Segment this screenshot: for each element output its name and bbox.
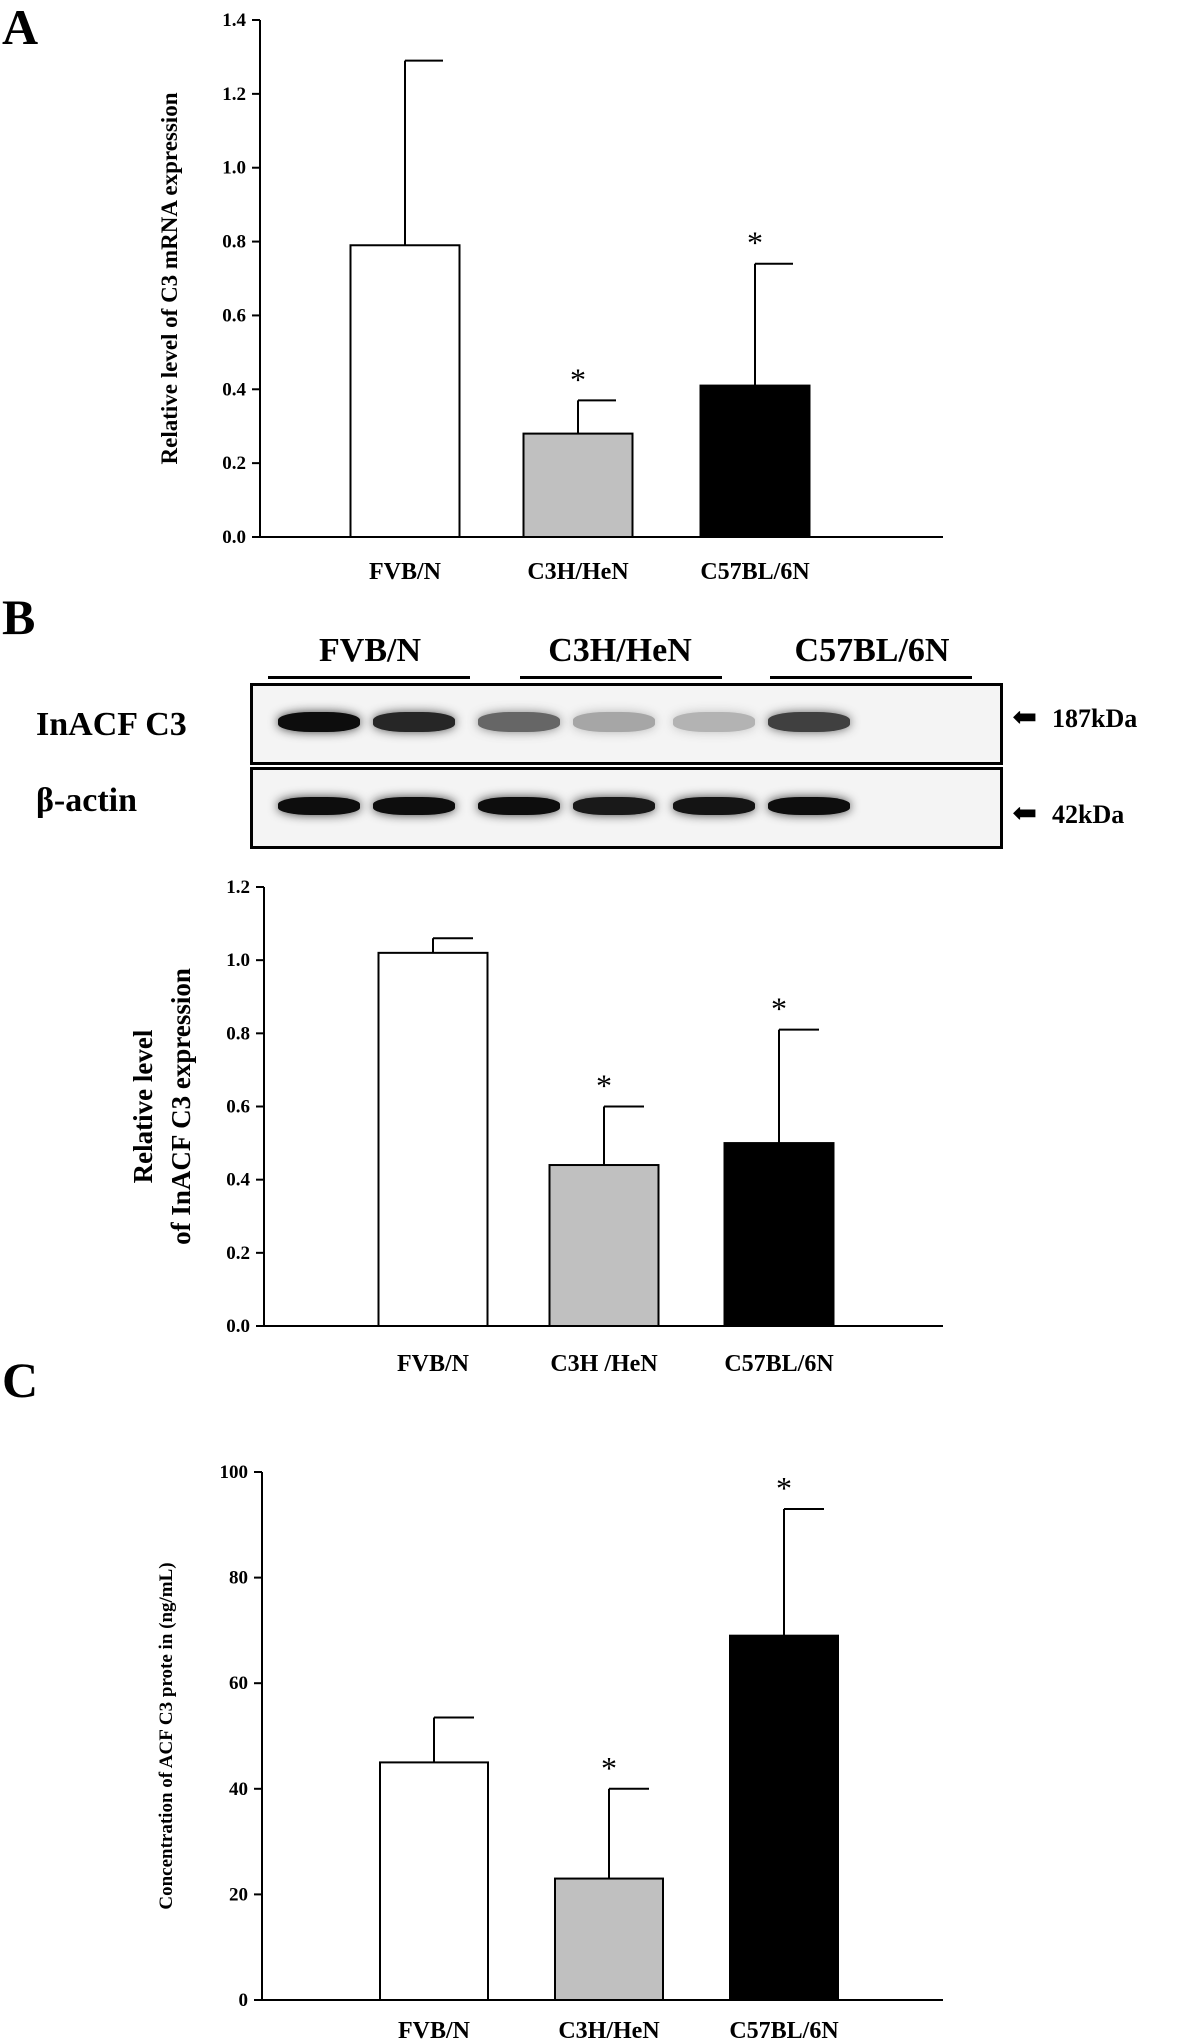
panel-a-letter: A	[2, 0, 39, 55]
y-tick-label: 0.2	[222, 453, 246, 474]
blot-group-underline-fvbn	[268, 676, 470, 679]
blot-group-underline-c3hhen	[520, 676, 722, 679]
y-tick-label: 0.2	[226, 1243, 250, 1264]
significance-marker: *	[771, 991, 787, 1027]
x-category-label: C57BL/6N	[700, 559, 810, 585]
blot-row-label-beta-actin: β-actin	[36, 782, 138, 819]
blot-band	[373, 712, 455, 732]
y-tick-label: 0.4	[222, 379, 246, 400]
bar	[699, 384, 811, 539]
chart-b: 0.0 0.2 0.4 0.6 0.8 1.0 1.2 FVB/N * C3H /HeN * C57B…	[128, 877, 943, 1377]
blot-band	[573, 712, 655, 732]
bar	[729, 1634, 839, 2001]
bar	[379, 1761, 489, 2001]
bar	[377, 951, 489, 1327]
panel-c-letter: C	[2, 1352, 39, 1408]
significance-marker: *	[776, 1470, 792, 1506]
blot-band	[768, 797, 850, 815]
significance-marker: *	[570, 361, 586, 397]
y-tick-label: 40	[229, 1779, 248, 1800]
x-category-label: C3H/HeN	[558, 2018, 660, 2044]
arrow-icon: ⬅	[1012, 701, 1038, 734]
x-category-label: FVB/N	[398, 2018, 471, 2044]
blot-band	[673, 712, 755, 732]
bar	[548, 1164, 660, 1327]
x-category-label: FVB/N	[397, 1351, 470, 1377]
chart-a: 0.0 0.2 0.4 0.6 0.8 1.0 1.2 1.4 FVB/N * C3H/HeN * C5…	[157, 10, 943, 585]
blot-band	[478, 712, 560, 732]
y-tick-label: 20	[229, 1884, 248, 1905]
x-category-label: C3H/HeN	[527, 559, 629, 585]
significance-marker: *	[596, 1068, 612, 1104]
bar	[723, 1142, 835, 1328]
x-category-label: C3H /HeN	[550, 1351, 658, 1377]
x-category-label: C57BL/6N	[729, 2018, 839, 2044]
arrow-icon: ⬅	[1012, 797, 1038, 830]
blot-band	[278, 712, 360, 732]
blot-size-187kda: 187kDa	[1052, 704, 1138, 733]
y-axis-label: Concentration of ACF C3 prote in (ng/mL)	[156, 1562, 177, 1909]
y-axis-label: Relative level	[128, 1029, 158, 1183]
y-tick-label: 1.4	[222, 10, 246, 31]
x-category-label: C57BL/6N	[724, 1351, 834, 1377]
bar	[349, 244, 461, 538]
panel-b-letter: B	[2, 589, 36, 645]
y-axis-label: Relative level of C3 mRNA expression	[157, 92, 182, 464]
y-tick-label: 80	[229, 1568, 248, 1589]
blot-group-underline-c57bl6n	[770, 676, 972, 679]
blot-band	[573, 797, 655, 815]
y-tick-label: 1.2	[222, 84, 246, 105]
blot-strip-beta-actin	[250, 767, 1003, 849]
blot-band	[673, 797, 755, 815]
blot-band	[373, 797, 455, 815]
blot-strip-inacf-c3	[250, 683, 1003, 765]
y-tick-label: 1.0	[226, 950, 250, 971]
blot-size-42kda: 42kDa	[1052, 800, 1125, 829]
blot-group-label-c57bl6n: C57BL/6N	[794, 632, 950, 669]
blot-band	[278, 797, 360, 815]
y-tick-label: 0	[239, 1990, 249, 2011]
blot-band	[478, 797, 560, 815]
blot-row-label-inacf-c3: InACF C3	[36, 706, 187, 743]
blot-group-label-c3hhen: C3H/HeN	[548, 632, 692, 669]
y-tick-label: 1.2	[226, 877, 250, 898]
y-tick-label: 0.6	[226, 1097, 250, 1118]
y-tick-label: 0.6	[222, 305, 246, 326]
y-tick-label: 0.4	[226, 1170, 250, 1191]
significance-marker: *	[601, 1750, 617, 1786]
y-tick-label: 100	[220, 1462, 249, 1483]
bar	[554, 1877, 664, 2001]
y-tick-label: 0.8	[222, 232, 246, 253]
chart-c: 0 20 40 60 80 100 FVB/N * C3H/HeN * C57BL/6N Concen…	[156, 1462, 943, 2044]
y-tick-label: 60	[229, 1673, 248, 1694]
y-tick-label: 0.8	[226, 1023, 250, 1044]
y-tick-label: 0.0	[222, 527, 246, 548]
bar	[522, 432, 634, 539]
y-tick-label: 1.0	[222, 158, 246, 179]
blot-band	[768, 712, 850, 732]
y-tick-label: 0.0	[226, 1316, 250, 1337]
blot-group-label-fvbn: FVB/N	[319, 632, 421, 669]
significance-marker: *	[747, 225, 763, 261]
x-category-label: FVB/N	[369, 559, 442, 585]
y-axis-label: of InACF C3 expression	[166, 968, 196, 1245]
